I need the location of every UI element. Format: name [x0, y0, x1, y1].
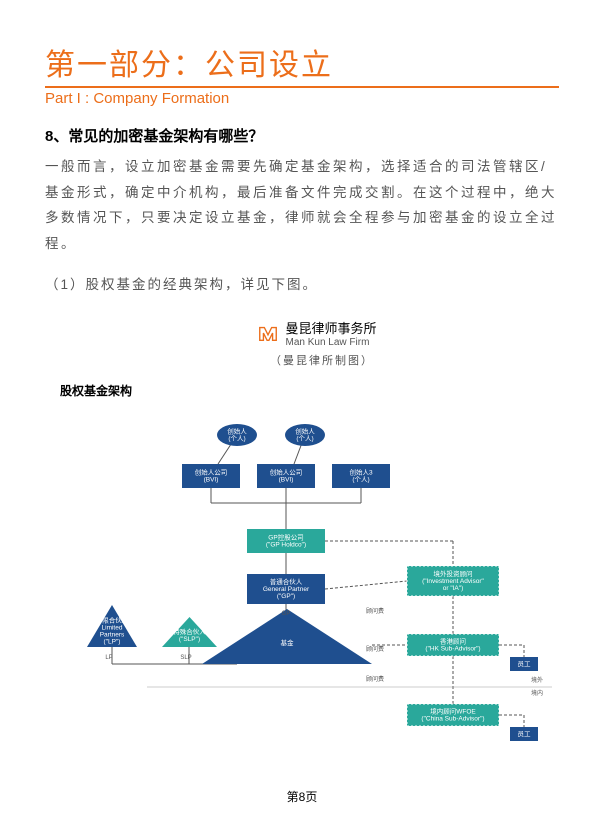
svg-text:(BVI): (BVI) — [204, 476, 219, 483]
part-title: 第一部分：公司设立 — [45, 40, 559, 88]
svg-text:顾问费: 顾问费 — [366, 645, 384, 653]
svg-text:Limited: Limited — [102, 624, 123, 631]
svg-text:有限合伙人: 有限合伙人 — [96, 615, 129, 624]
svg-text:境内: 境内 — [531, 689, 543, 697]
svg-text:("HK Sub-Advisor"): ("HK Sub-Advisor") — [425, 645, 480, 652]
svg-text:特殊合伙人: 特殊合伙人 — [173, 627, 206, 636]
svg-text:GP: GP — [282, 611, 291, 617]
svg-text:顾问费: 顾问费 — [366, 675, 384, 683]
part-subtitle: Part I : Company Formation — [45, 90, 559, 107]
diagram-title: 股权基金架构 — [60, 382, 132, 399]
svg-text:境内顾问WFOE: 境内顾问WFOE — [430, 706, 476, 715]
flowchart-svg: 创始人(个人)创始人(个人)创始人公司(BVI)创始人公司(BVI)创始人3(个… — [47, 399, 557, 769]
sub-point: （1）股权基金的经典架构，详见下图。 — [45, 273, 559, 293]
svg-text:Partners: Partners — [100, 631, 125, 638]
svg-text:顾问费: 顾问费 — [366, 607, 384, 615]
question-heading: 8、常见的加密基金架构有哪些？ — [45, 125, 559, 146]
svg-text:境外投资顾问: 境外投资顾问 — [434, 569, 473, 578]
svg-text:境外: 境外 — [531, 676, 543, 684]
svg-text:("LP"): ("LP") — [104, 638, 121, 645]
firm-caption: （曼昆律所制图） — [270, 352, 374, 368]
svg-text:("GP"): ("GP") — [277, 593, 295, 600]
svg-text:GP控股公司: GP控股公司 — [268, 532, 303, 541]
svg-text:(个人): (个人) — [352, 475, 369, 483]
svg-text:General Partner: General Partner — [263, 586, 310, 593]
svg-text:创始人: 创始人 — [227, 426, 247, 435]
svg-text:创始人3: 创始人3 — [349, 467, 373, 476]
firm-name-cn: 曼昆律师事务所 — [285, 318, 376, 337]
svg-text:SLP: SLP — [180, 655, 191, 661]
svg-text:员工: 员工 — [518, 730, 532, 738]
svg-text:("Investment Advisor": ("Investment Advisor" — [422, 578, 484, 585]
svg-text:(个人): (个人) — [228, 434, 245, 442]
svg-text:(BVI): (BVI) — [279, 476, 294, 483]
svg-text:基金: 基金 — [281, 638, 295, 647]
page-number: 第8页 — [287, 788, 318, 805]
svg-text:普通合伙人: 普通合伙人 — [270, 577, 303, 586]
diagram-container: 曼昆律师事务所 Man Kun Law Firm （曼昆律所制图） 股权基金架构… — [45, 318, 559, 769]
svg-text:LP: LP — [105, 655, 112, 661]
svg-text:("SLP"): ("SLP") — [179, 636, 200, 643]
svg-text:(个人): (个人) — [296, 434, 313, 442]
svg-text:("GP Holdco"): ("GP Holdco") — [266, 541, 306, 548]
svg-text:创始人公司: 创始人公司 — [195, 467, 228, 476]
svg-text:or "IA"): or "IA") — [443, 585, 464, 592]
firm-name-en: Man Kun Law Firm — [285, 337, 376, 348]
svg-text:员工: 员工 — [518, 660, 532, 668]
svg-text:创始人公司: 创始人公司 — [270, 467, 303, 476]
svg-text:创始人: 创始人 — [295, 426, 315, 435]
svg-text:("China Sub-Advisor"): ("China Sub-Advisor") — [421, 715, 484, 722]
firm-logo-icon — [257, 322, 279, 344]
body-paragraph: 一般而言，设立加密基金需要先确定基金架构，选择适合的司法管辖区/基金形式，确定中… — [45, 154, 559, 257]
firm-header: 曼昆律师事务所 Man Kun Law Firm — [257, 318, 376, 348]
svg-text:香港顾问: 香港顾问 — [440, 636, 466, 645]
